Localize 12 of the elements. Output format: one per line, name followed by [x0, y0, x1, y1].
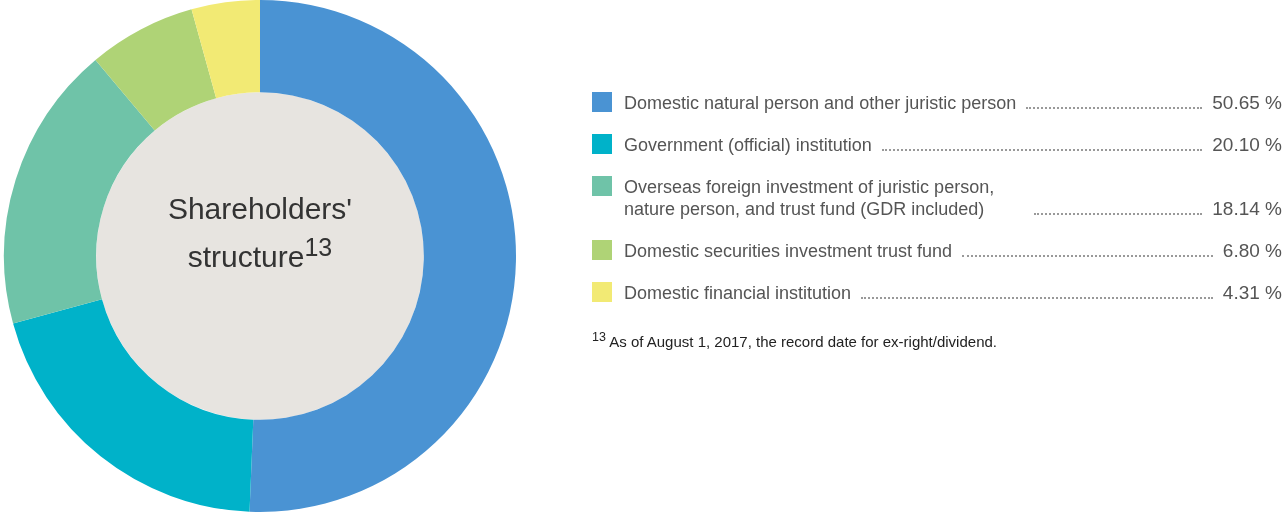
data-label: 18.14 % — [1212, 198, 1282, 220]
legend-label: Domestic financial institution — [624, 282, 852, 304]
data-label: 50.65 % — [1212, 92, 1282, 114]
data-label: 6.80 % — [1222, 240, 1282, 262]
text: $^{13}$ As of August 1, 2017, the record date for ex-right/dividend. — [592, 330, 998, 350]
legend-label: Domestic natural person and other juristic person — [624, 92, 1017, 114]
legend-label: Domestic securities investment trust fund — [624, 240, 953, 262]
text: Shareholders' structure$^{13}$ — [166, 191, 354, 275]
legend-label: Overseas foreign investment of juristic person, nature person, and trust fund (GDR included) — [624, 176, 996, 220]
legend-label: Government (official) institution — [624, 134, 872, 156]
data-label: 20.10 % — [1212, 134, 1282, 156]
data-label: 4.31 % — [1222, 282, 1282, 304]
